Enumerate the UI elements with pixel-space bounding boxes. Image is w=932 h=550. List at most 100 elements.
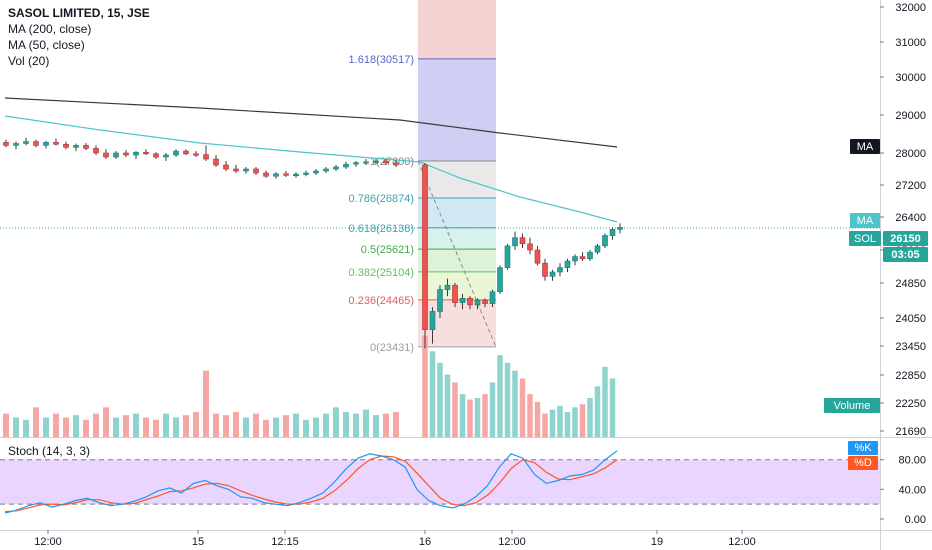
- indicator-ma50-label[interactable]: MA (50, close): [8, 38, 85, 52]
- ma200-axis-label: MA: [857, 141, 874, 153]
- volume-bar: [609, 378, 616, 437]
- candle-body: [223, 164, 229, 170]
- candle-body: [564, 260, 571, 268]
- volume-bar: [363, 409, 369, 437]
- volume-bar: [223, 415, 229, 437]
- indicator-stoch-label[interactable]: Stoch (14, 3, 3): [8, 444, 91, 458]
- candle-body: [572, 256, 578, 262]
- time-tick-label: 12:00: [34, 536, 62, 548]
- volume-bar: [594, 386, 601, 437]
- candle-body: [459, 298, 466, 303]
- price-tick-label: 28000: [895, 148, 926, 160]
- candle-body: [333, 166, 339, 170]
- volume-bar: [123, 415, 129, 437]
- volume-bar: [459, 394, 466, 437]
- volume-bar: [343, 412, 349, 437]
- candle-body: [273, 173, 279, 177]
- volume-axis-label: Volume: [834, 400, 871, 412]
- candle-body: [183, 150, 189, 155]
- candle-body: [153, 153, 159, 158]
- candle-body: [393, 162, 399, 166]
- volume-bar: [273, 417, 279, 437]
- candle-body: [579, 256, 586, 260]
- volume-bar: [183, 415, 189, 437]
- volume-bar: [572, 407, 578, 437]
- volume-bar: [452, 382, 458, 437]
- price-tick-label: 22850: [895, 370, 926, 382]
- fib-level-label: 0(23431): [370, 342, 414, 354]
- candle-body: [482, 300, 488, 304]
- candle-body: [253, 168, 259, 174]
- price-tick-label: 26400: [895, 212, 926, 224]
- symbol-axis-label-bg: [849, 231, 881, 246]
- volume-bar: [233, 412, 239, 437]
- candle-body: [83, 145, 89, 149]
- candle-body: [594, 245, 601, 253]
- price-tick-label: 32000: [895, 2, 926, 14]
- volume-bar: [103, 407, 109, 437]
- candle-body: [243, 168, 249, 172]
- volume-bar: [393, 412, 399, 437]
- volume-bar: [263, 419, 269, 437]
- candle-body: [504, 245, 511, 268]
- price-tick-label: 23450: [895, 341, 926, 353]
- candle-body: [609, 229, 616, 236]
- volume-bar: [23, 419, 29, 437]
- stoch-d-axis-label-bg: [848, 456, 878, 470]
- candle-body: [343, 163, 349, 168]
- volume-bar: [444, 374, 451, 437]
- candle-body: [452, 284, 458, 303]
- candle-body: [173, 150, 179, 156]
- indicator-volume-label[interactable]: Vol (20): [8, 54, 50, 68]
- countdown-label: 03:05: [891, 249, 919, 261]
- fib-level-label: 0.236(24465): [349, 295, 414, 307]
- fib-level-label: 0.382(25104): [349, 267, 414, 279]
- stoch-k-axis-label-bg: [848, 441, 878, 455]
- volume-bar: [504, 362, 511, 437]
- time-tick-label: 15: [192, 536, 204, 548]
- candle-body: [437, 289, 443, 312]
- last-price-label: 26150: [890, 233, 921, 245]
- volume-bar: [512, 370, 518, 437]
- volume-bar: [73, 415, 79, 437]
- price-tick-label: 31000: [895, 37, 926, 49]
- fib-level-label: 0.786(26874): [349, 193, 414, 205]
- volume-bar: [497, 355, 503, 437]
- candle-body: [213, 158, 219, 166]
- candle-body: [283, 173, 289, 176]
- volume-axis-label-bg: [824, 398, 880, 413]
- stoch-d-axis-label: %D: [854, 457, 872, 469]
- fib-zone-0618: [418, 227, 496, 250]
- volume-bar: [602, 366, 608, 437]
- candle-body: [23, 141, 29, 144]
- volume-bar: [133, 413, 139, 437]
- fib-zone-05: [418, 249, 496, 272]
- candle-body: [103, 152, 109, 158]
- volume-bar: [193, 412, 199, 437]
- fib-zone-above: [418, 0, 496, 59]
- volume-bar: [153, 419, 159, 437]
- volume-bar: [173, 417, 179, 437]
- candle-body: [587, 251, 593, 260]
- candle-body: [3, 142, 9, 146]
- candle-body: [73, 145, 79, 148]
- candle-body: [43, 142, 49, 146]
- volume-bar: [253, 413, 259, 437]
- price-tick-label: 21690: [895, 426, 926, 438]
- candle-body: [13, 143, 19, 146]
- fib-zone-1618: [418, 58, 496, 161]
- stoch-d-line: [4, 455, 618, 513]
- volume-bar: [564, 412, 571, 437]
- countdown-label-bg: [883, 247, 928, 262]
- volume-bar: [303, 419, 309, 437]
- price-tick-label: 30000: [895, 72, 926, 84]
- ma200-axis-label-bg: [850, 139, 880, 154]
- volume-bar: [43, 417, 49, 437]
- candle-body: [303, 172, 309, 175]
- volume-bar: [313, 417, 319, 437]
- candle-body: [93, 148, 99, 154]
- fib-zone-1: [418, 161, 496, 199]
- indicator-ma200-label[interactable]: MA (200, close): [8, 22, 92, 36]
- candle-body: [512, 237, 518, 247]
